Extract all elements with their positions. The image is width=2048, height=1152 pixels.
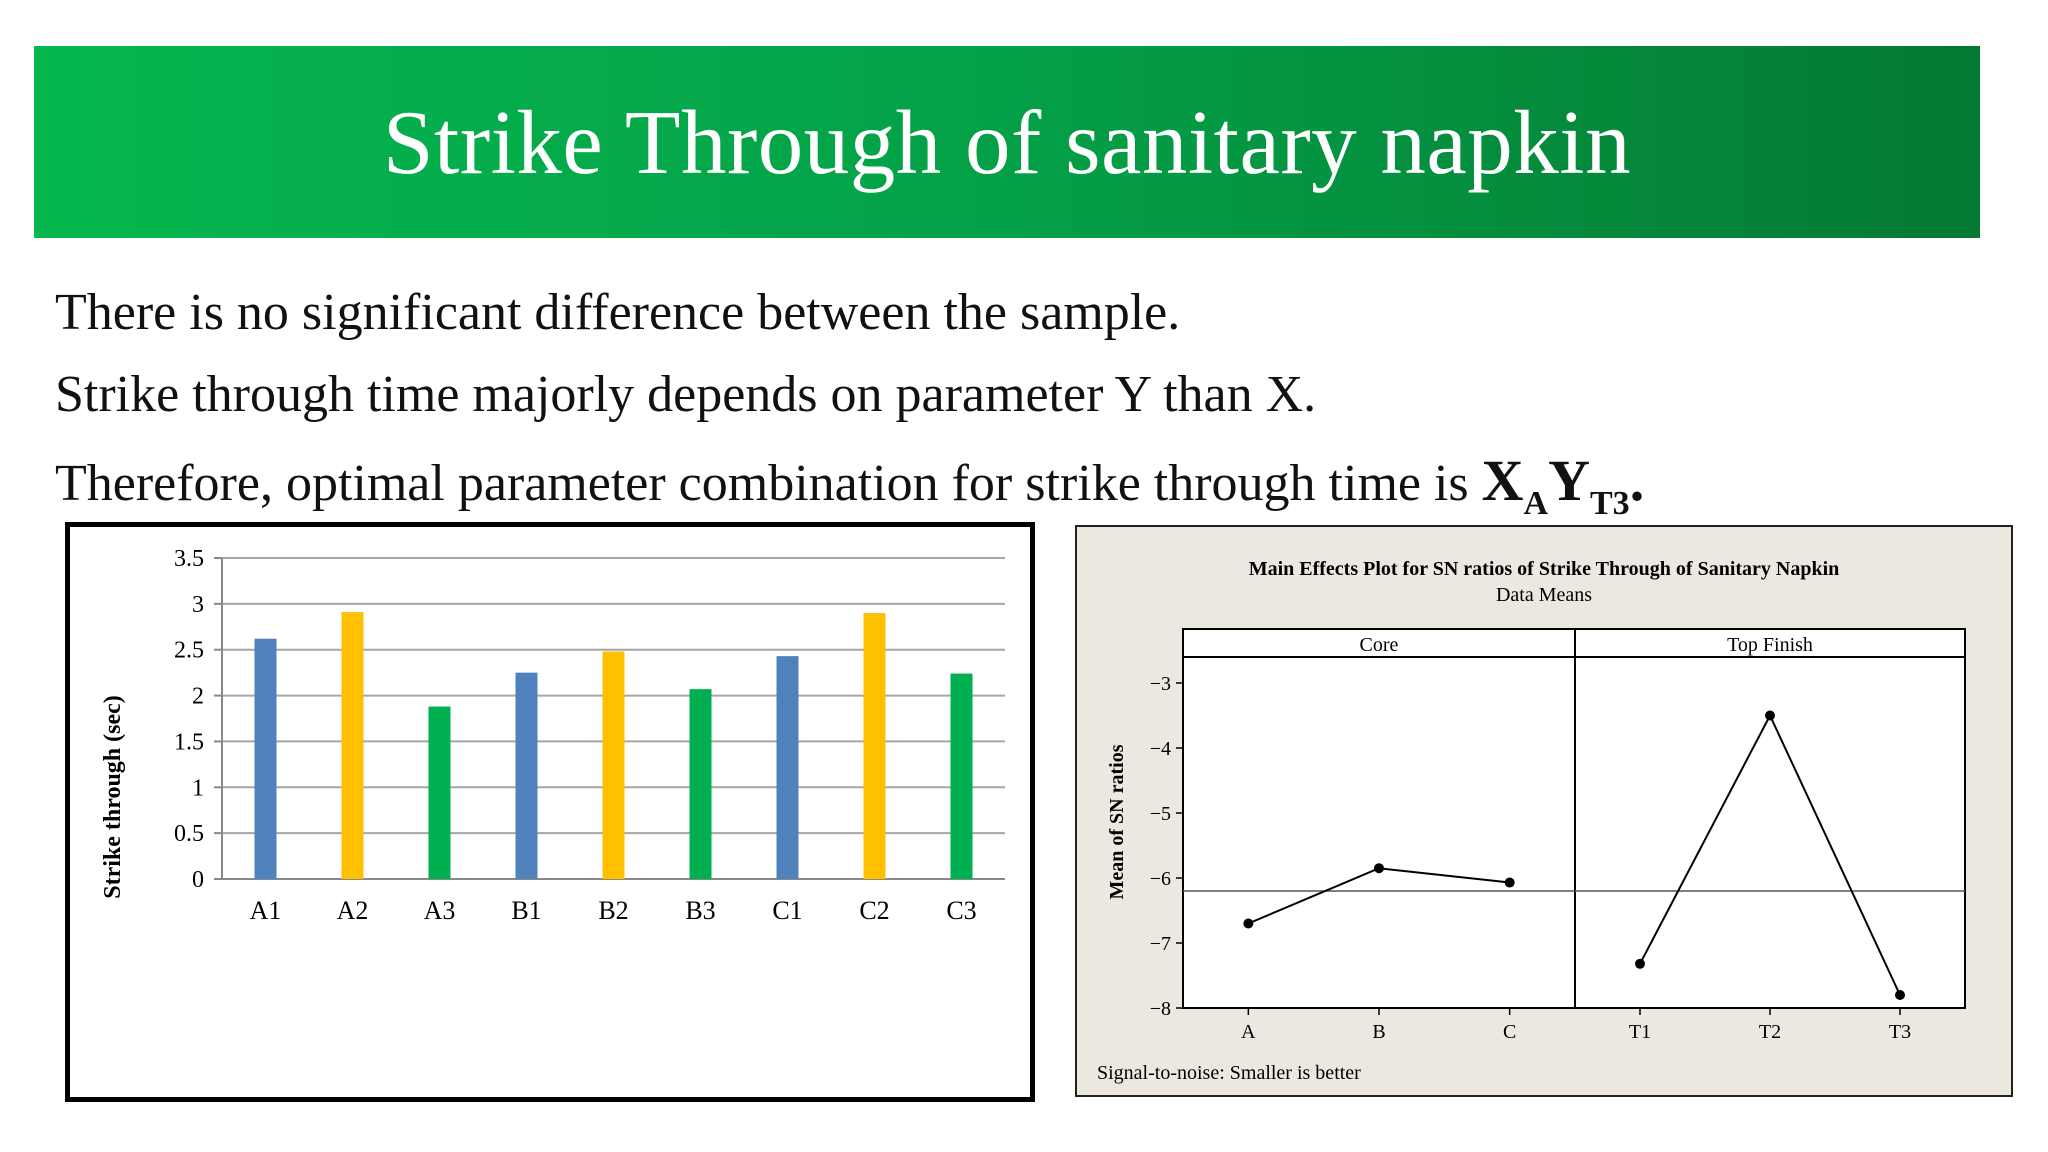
combo-end: . bbox=[1629, 448, 1645, 513]
bar-y-tick-label: 1.5 bbox=[174, 729, 204, 755]
bar-chart: 0 0.5 1 1.5 2 2.5 3 3.5 A1 A2 A3 B1 B2 B3 C1 C2 C3 Stri… bbox=[100, 546, 1005, 925]
main-effects-subtitle: Data Means bbox=[1496, 584, 1592, 606]
slide-title: Strike Through of sanitary napkin bbox=[382, 91, 1632, 193]
main-effects-footer: Signal-to-noise: Smaller is better bbox=[1097, 1062, 1361, 1084]
combo-x-sub: A bbox=[1523, 485, 1549, 522]
me-x-tick-label: T3 bbox=[1889, 1021, 1911, 1043]
me-x-tick-label: A bbox=[1241, 1021, 1256, 1043]
bar-category-label: A3 bbox=[424, 896, 456, 925]
main-effects-chart: Main Effects Plot for SN ratios of Strik… bbox=[1097, 558, 1966, 1084]
me-y-tick-label: −6 bbox=[1150, 868, 1171, 890]
me-point-T2 bbox=[1765, 710, 1775, 721]
bar-y-tick-label: 3.5 bbox=[174, 546, 204, 572]
bar-y-tick-label: 2.5 bbox=[174, 638, 204, 664]
bar-B2 bbox=[602, 651, 625, 879]
me-y-tick-label: −3 bbox=[1150, 673, 1171, 695]
bar-category-label: A2 bbox=[337, 896, 369, 925]
me-point-C bbox=[1504, 877, 1515, 888]
combo-y-sub: T3 bbox=[1590, 485, 1630, 522]
optimal-combination: XAYT3. bbox=[1481, 448, 1645, 522]
bar-B3 bbox=[689, 689, 712, 879]
bar-y-tick-label: 1 bbox=[192, 775, 204, 801]
me-y-tick-label: −4 bbox=[1150, 738, 1171, 760]
bar-y-tick-label: 0 bbox=[192, 867, 204, 893]
me-y-tick-label: −7 bbox=[1150, 933, 1171, 955]
main-effects-title: Main Effects Plot for SN ratios of Strik… bbox=[1249, 558, 1840, 580]
bar-category-label: C1 bbox=[772, 896, 802, 925]
bar-category-label: B3 bbox=[685, 896, 715, 925]
text-line-2: Strike through time majorly depends on p… bbox=[55, 366, 1317, 423]
bar-y-tick-label: 0.5 bbox=[174, 821, 204, 847]
me-y-tick-label: −8 bbox=[1150, 998, 1171, 1020]
bar-B1 bbox=[515, 672, 538, 879]
bar-y-axis-label: Strike through (sec) bbox=[100, 695, 126, 899]
me-point-A bbox=[1243, 918, 1254, 929]
main-effects-chart-frame: Main Effects Plot for SN ratios of Strik… bbox=[1075, 525, 2013, 1097]
text-line-3-body: Therefore, optimal parameter combination… bbox=[55, 455, 1482, 512]
bar-category-label: A1 bbox=[250, 896, 282, 925]
text-line-1: There is no significant difference betwe… bbox=[55, 284, 1181, 341]
combo-x: X bbox=[1481, 448, 1524, 513]
bar-A2 bbox=[341, 612, 364, 879]
me-panel-header: Core bbox=[1360, 634, 1399, 656]
bar-C2 bbox=[863, 613, 886, 879]
me-point-T1 bbox=[1635, 958, 1645, 969]
bar-chart-frame: 0 0.5 1 1.5 2 2.5 3 3.5 A1 A2 A3 B1 B2 B3 C1 C2 C3 Stri… bbox=[65, 522, 1035, 1102]
me-panel-header: Top Finish bbox=[1727, 634, 1813, 656]
bar-C3 bbox=[950, 673, 973, 879]
bar-A3 bbox=[428, 706, 451, 879]
text-line-3: Therefore, optimal parameter combination… bbox=[55, 447, 1644, 523]
bar-C1 bbox=[776, 656, 799, 879]
bar-category-label: B2 bbox=[598, 896, 628, 925]
title-banner: Strike Through of sanitary napkin bbox=[34, 46, 1980, 238]
main-effects-y-label: Mean of SN ratios bbox=[1106, 744, 1128, 899]
me-x-tick-label: C bbox=[1503, 1021, 1516, 1043]
bar-category-label: C3 bbox=[946, 896, 976, 925]
me-y-tick-label: −5 bbox=[1150, 803, 1171, 825]
bar-category-label: B1 bbox=[511, 896, 541, 925]
bar-y-tick-label: 2 bbox=[192, 684, 204, 710]
me-x-tick-label: T2 bbox=[1759, 1021, 1781, 1043]
bar-y-tick-label: 3 bbox=[192, 592, 204, 618]
me-x-tick-label: T1 bbox=[1629, 1021, 1651, 1043]
bar-A1 bbox=[254, 638, 277, 879]
me-point-T3 bbox=[1895, 990, 1905, 1000]
me-point-B bbox=[1374, 863, 1384, 874]
me-x-tick-label: B bbox=[1372, 1021, 1385, 1043]
combo-y: Y bbox=[1548, 448, 1590, 513]
bar-category-label: C2 bbox=[859, 896, 889, 925]
